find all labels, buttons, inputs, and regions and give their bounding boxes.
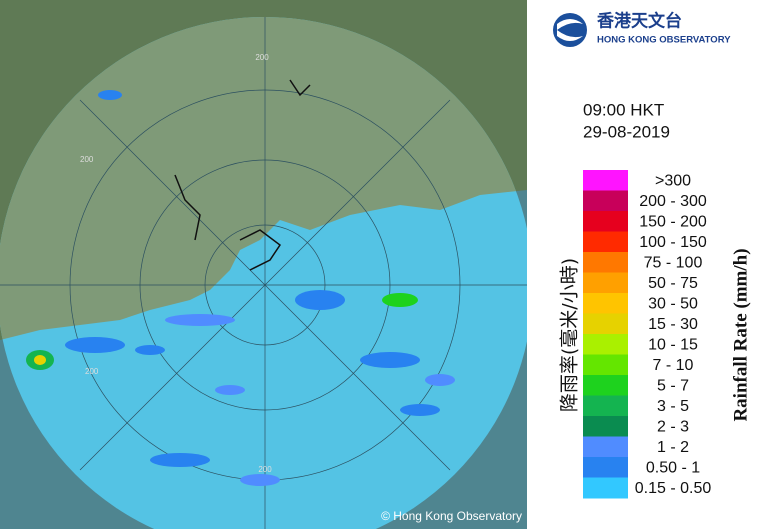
legend-swatch — [583, 313, 628, 335]
legend-label: 2 - 3 — [657, 418, 689, 435]
legend-label: 1 - 2 — [657, 439, 689, 456]
legend-label: 3 - 5 — [657, 398, 689, 415]
legend-swatch — [583, 231, 628, 253]
legend-label: 0.15 - 0.50 — [635, 480, 712, 497]
legend-label: 100 - 150 — [639, 234, 707, 251]
legend-swatch — [583, 293, 628, 314]
legend-swatch — [583, 190, 628, 212]
legend-label: >300 — [655, 172, 691, 189]
ring-label: 200 — [255, 53, 269, 62]
coastline — [174, 79, 311, 271]
legend-label: 15 - 30 — [648, 316, 698, 333]
legend-swatch — [583, 416, 628, 437]
legend-swatch — [583, 395, 628, 417]
logo-chinese: 香港天文台 — [597, 10, 682, 30]
legend-label: 30 - 50 — [648, 295, 698, 312]
copyright: © Hong Kong Observatory — [381, 509, 522, 523]
legend-swatch — [583, 334, 628, 355]
legend-swatch — [583, 252, 628, 273]
legend-swatch — [583, 354, 628, 376]
time: 09:00 HKT — [583, 100, 664, 119]
legend-swatch — [583, 457, 628, 478]
land-coverage — [0, 17, 527, 340]
legend-bins: >300 200 - 300 150 - 200 100 - 150 75 - 100 5… — [583, 170, 711, 499]
legend-swatch — [583, 375, 628, 396]
date: 29-08-2019 — [583, 122, 670, 141]
legend-swatch — [583, 436, 628, 458]
legend-label: 150 - 200 — [639, 213, 707, 230]
ring-label: 200 — [258, 465, 272, 474]
logo-english: HONG KONG OBSERVATORY — [597, 35, 731, 46]
legend-title-english: Rainfall Rate (mm/h) — [730, 248, 751, 421]
legend-label: 0.50 - 1 — [646, 459, 700, 476]
ring-label: 200 — [85, 367, 99, 376]
legend-swatch — [583, 272, 628, 294]
legend-label: 200 - 300 — [639, 193, 707, 210]
legend-title-chinese: 降雨率(毫米/小時) — [559, 258, 581, 412]
rain-echoes — [26, 90, 455, 486]
radar-map: 200 200 200 200 © Hong Kong Observatory — [0, 0, 527, 529]
legend-label: 50 - 75 — [648, 275, 698, 292]
ring-label: 200 — [80, 155, 94, 164]
legend-swatch — [583, 477, 628, 499]
logo-icon — [553, 13, 587, 47]
legend-swatch — [583, 211, 628, 232]
legend-label: 7 - 10 — [653, 357, 694, 374]
legend-label: 75 - 100 — [644, 254, 703, 271]
legend-label: 5 - 7 — [657, 377, 689, 394]
legend-panel: 香港天文台 HONG KONG OBSERVATORY 09:00 HKT 29… — [553, 10, 751, 499]
legend-swatch — [583, 170, 628, 191]
legend-label: 10 - 15 — [648, 336, 698, 353]
